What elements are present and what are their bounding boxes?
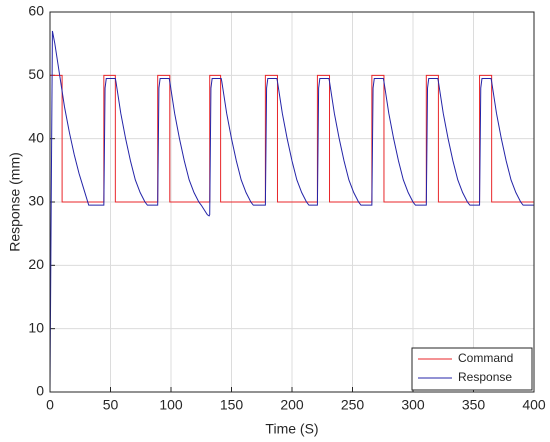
line-series [49, 74, 534, 392]
x-tick-label: 0 [46, 397, 54, 413]
y-tick-label: 50 [28, 66, 44, 82]
x-tick-label: 100 [159, 397, 183, 413]
x-tick-label: 50 [103, 397, 119, 413]
legend-box [411, 347, 533, 391]
y-tick-label: 30 [28, 193, 44, 209]
y-tick-label: 40 [28, 129, 44, 145]
y-tick-label: 60 [28, 3, 44, 19]
line-series [49, 30, 534, 393]
x-tick-label: 150 [220, 397, 244, 413]
legend-label: Response [458, 370, 512, 384]
x-tick-label: 350 [462, 397, 486, 413]
y-tick-label: 20 [28, 256, 44, 272]
y-tick-label: 0 [36, 383, 44, 399]
y-axis-label: Response (mm) [7, 152, 23, 252]
legend-label: Command [458, 351, 513, 365]
x-tick-label: 250 [341, 397, 365, 413]
x-axis-label: Time (S) [265, 421, 318, 437]
x-tick-label: 200 [280, 397, 304, 413]
y-tick-label: 10 [28, 319, 44, 335]
x-tick-label: 400 [522, 397, 546, 413]
x-tick-label: 300 [401, 397, 425, 413]
axes-box [49, 11, 535, 393]
